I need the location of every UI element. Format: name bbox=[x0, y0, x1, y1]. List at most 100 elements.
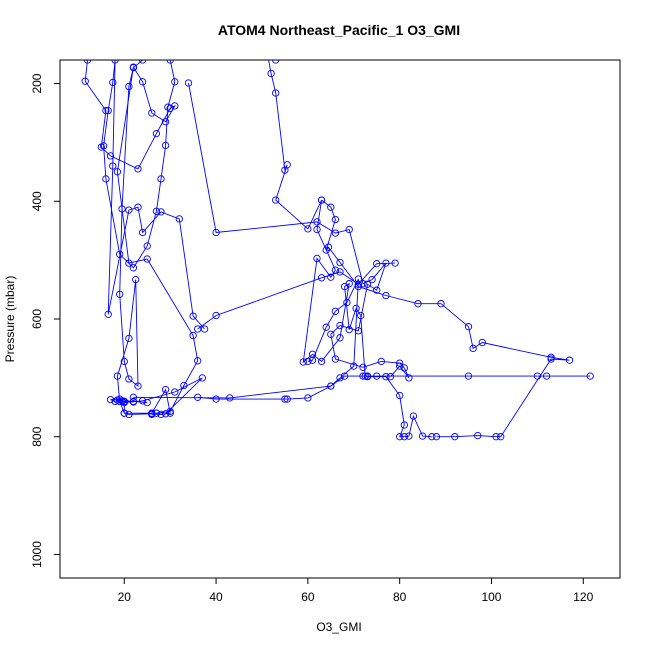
data-point bbox=[308, 350, 317, 358]
data-point bbox=[340, 282, 349, 291]
series-line bbox=[84, 60, 203, 415]
x-tick-label: 120 bbox=[573, 590, 593, 604]
data-point bbox=[109, 162, 117, 170]
data-point bbox=[373, 260, 381, 268]
data-point bbox=[386, 373, 395, 381]
data-point bbox=[396, 391, 404, 400]
data-point bbox=[116, 250, 124, 258]
series-8 bbox=[129, 275, 363, 402]
data-point bbox=[132, 275, 140, 284]
data-point bbox=[189, 331, 197, 340]
data-point bbox=[382, 291, 390, 300]
series-4 bbox=[267, 60, 436, 441]
data-point bbox=[81, 77, 89, 85]
data-point bbox=[304, 357, 312, 366]
data-point bbox=[116, 290, 124, 298]
data-point bbox=[161, 141, 170, 150]
data-point bbox=[336, 258, 344, 267]
data-point bbox=[352, 304, 360, 313]
data-point bbox=[345, 225, 353, 234]
data-point bbox=[152, 129, 161, 138]
y-tick-label: 200 bbox=[30, 73, 44, 93]
data-point bbox=[198, 374, 206, 382]
data-point bbox=[405, 374, 413, 382]
data-point bbox=[143, 242, 151, 250]
data-point bbox=[226, 394, 234, 402]
data-point bbox=[148, 109, 156, 117]
data-point bbox=[327, 273, 335, 281]
data-point bbox=[148, 409, 156, 417]
data-point bbox=[161, 118, 170, 126]
data-point bbox=[327, 203, 335, 211]
series-1 bbox=[81, 60, 206, 419]
data-point bbox=[111, 60, 119, 64]
data-point bbox=[405, 432, 413, 440]
data-point bbox=[212, 395, 220, 403]
data-point bbox=[336, 334, 344, 342]
data-point bbox=[331, 215, 340, 224]
series-5 bbox=[184, 79, 413, 382]
data-point bbox=[157, 175, 165, 183]
data-point bbox=[478, 338, 486, 347]
data-point bbox=[116, 397, 124, 406]
x-tick-label: 20 bbox=[118, 590, 132, 604]
data-point bbox=[171, 78, 179, 86]
data-point bbox=[363, 372, 372, 380]
data-point bbox=[377, 357, 385, 366]
series-line bbox=[197, 375, 591, 400]
data-point bbox=[327, 382, 335, 390]
data-point bbox=[212, 311, 220, 320]
data-point bbox=[354, 327, 363, 335]
data-point bbox=[313, 225, 321, 234]
data-point bbox=[134, 382, 142, 390]
data-point bbox=[200, 325, 209, 333]
data-point bbox=[125, 259, 133, 267]
series-line bbox=[116, 60, 171, 415]
data-point bbox=[373, 372, 381, 380]
series-layer bbox=[81, 60, 594, 441]
data-point bbox=[152, 207, 161, 215]
data-point bbox=[304, 225, 312, 233]
y-tick-label: 800 bbox=[30, 426, 44, 446]
data-point bbox=[106, 395, 115, 404]
data-point bbox=[171, 102, 179, 110]
data-point bbox=[391, 259, 399, 267]
data-point bbox=[340, 372, 349, 380]
data-point bbox=[267, 69, 275, 78]
data-point bbox=[180, 381, 188, 390]
data-point bbox=[304, 394, 312, 402]
data-point bbox=[106, 152, 115, 160]
x-tick-label: 60 bbox=[301, 590, 315, 604]
series-line bbox=[188, 82, 410, 379]
y-tick-label: 600 bbox=[30, 309, 44, 329]
data-point bbox=[400, 421, 408, 429]
data-point bbox=[299, 358, 307, 366]
data-point bbox=[138, 60, 147, 64]
x-tick-label: 80 bbox=[393, 590, 407, 604]
data-point bbox=[368, 275, 376, 284]
data-point bbox=[125, 334, 133, 343]
data-point bbox=[308, 356, 317, 364]
data-point bbox=[437, 300, 445, 308]
data-point bbox=[134, 165, 142, 173]
data-point bbox=[464, 323, 473, 331]
data-point bbox=[134, 203, 142, 211]
data-point bbox=[331, 229, 340, 237]
data-point bbox=[102, 175, 110, 183]
data-point bbox=[350, 362, 358, 370]
series-line bbox=[268, 60, 432, 438]
data-point bbox=[400, 364, 408, 372]
data-point bbox=[125, 206, 133, 214]
data-point bbox=[474, 431, 482, 440]
series-line bbox=[103, 60, 205, 330]
data-point bbox=[354, 275, 363, 283]
data-point bbox=[111, 397, 119, 406]
data-point bbox=[129, 393, 138, 401]
data-point bbox=[281, 395, 289, 403]
data-point bbox=[125, 82, 133, 91]
data-point bbox=[336, 268, 344, 276]
data-point bbox=[414, 300, 422, 308]
series-3 bbox=[99, 60, 209, 333]
data-point bbox=[166, 409, 174, 417]
